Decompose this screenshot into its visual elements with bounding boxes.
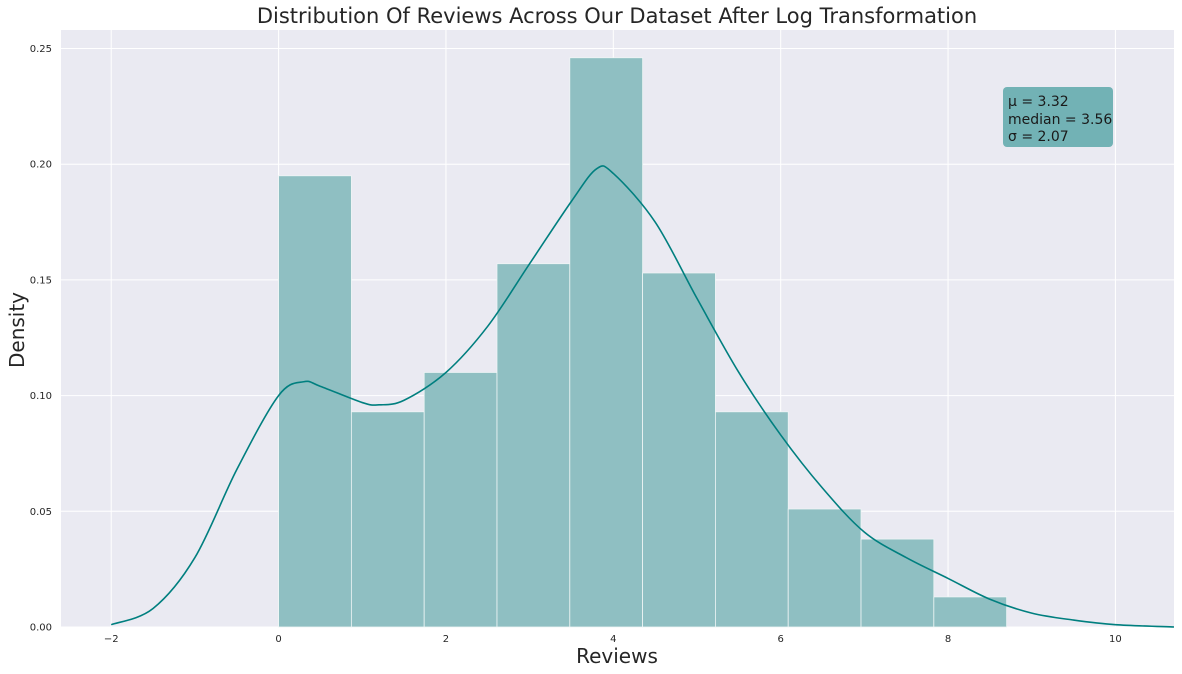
y-tick-label: 0.00 <box>30 623 52 634</box>
histogram-bar <box>496 263 571 628</box>
x-tick-label: 10 <box>1109 634 1122 645</box>
kde-layer <box>110 165 1175 628</box>
x-tick-label: 0 <box>275 634 281 645</box>
x-tick-label: 6 <box>777 634 783 645</box>
y-tick-label: 0.05 <box>30 507 52 518</box>
y-tick-label: 0.15 <box>30 275 52 286</box>
x-tick-label: 4 <box>610 634 616 645</box>
histogram-bar <box>642 272 716 628</box>
x-tick-label: −2 <box>104 634 119 645</box>
x-tick-label: 2 <box>443 634 449 645</box>
chart-title: Distribution Of Reviews Across Our Datas… <box>257 4 977 28</box>
stats-median: median = 3.56 <box>1008 112 1112 128</box>
histogram-bar <box>278 175 352 628</box>
x-tick-label: 8 <box>945 634 951 645</box>
stats-box: μ = 3.32 median = 3.56 σ = 2.07 <box>1003 87 1113 147</box>
stats-mean: μ = 3.32 <box>1008 94 1069 110</box>
stats-box-background <box>1003 87 1113 147</box>
tick-labels: −2 0 2 4 6 8 10 0.00 0.05 0.10 0.15 0.20 0.25 <box>30 44 1122 645</box>
histogram-bar <box>715 411 789 628</box>
histogram-bar <box>787 508 862 628</box>
histogram-bar <box>569 57 644 628</box>
histogram-bars <box>278 57 1008 628</box>
y-axis-label: Density <box>5 292 29 368</box>
y-tick-label: 0.10 <box>30 391 52 402</box>
y-tick-label: 0.20 <box>30 160 52 171</box>
x-axis-label: Reviews <box>576 644 658 668</box>
histogram-bar <box>350 411 425 628</box>
histogram-bar <box>423 372 498 628</box>
stats-std: σ = 2.07 <box>1008 129 1069 145</box>
y-tick-label: 0.25 <box>30 44 52 55</box>
kde-line <box>110 165 1175 628</box>
